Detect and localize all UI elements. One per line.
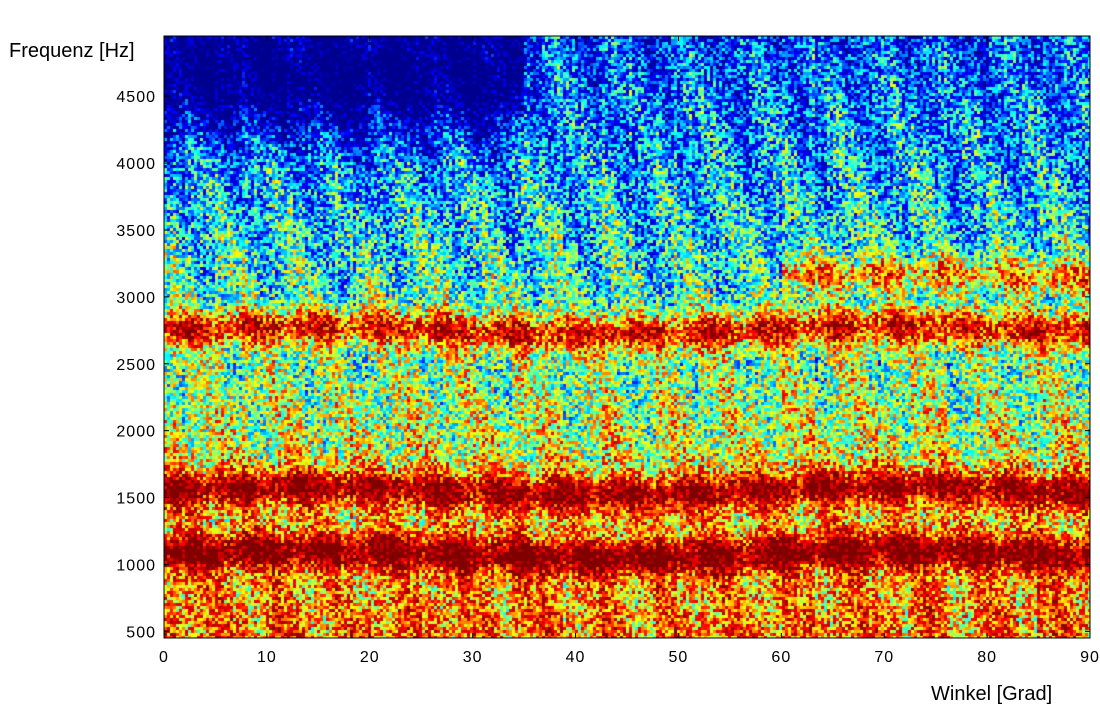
y-tick-label: 3500	[116, 223, 156, 240]
y-tick-label: 500	[126, 624, 156, 641]
x-tick-label: 70	[874, 649, 894, 666]
plot-frame	[163, 35, 1091, 639]
x-axis-title: Winkel [Grad]	[931, 683, 1053, 705]
x-tick-label: 90	[1080, 649, 1100, 666]
x-tick-label: 0	[159, 649, 169, 666]
x-tick-label: 50	[669, 649, 689, 666]
x-tick-label: 60	[771, 649, 791, 666]
x-tick-label: 40	[566, 649, 586, 666]
y-axis: 500 1000 1500 2000 2500 3000 3500 4000 4500	[116, 89, 1090, 641]
x-tick-label: 20	[360, 649, 380, 666]
x-tick-label: 10	[257, 649, 277, 666]
heatmap-image	[164, 36, 1090, 638]
y-axis-title: Frequenz [Hz]	[9, 40, 135, 62]
y-tick-label: 1000	[116, 557, 156, 574]
y-tick-label: 4000	[116, 156, 156, 173]
y-tick-label: 2500	[116, 357, 156, 374]
y-tick-label: 3000	[116, 290, 156, 307]
y-tick-label: 2000	[116, 424, 156, 441]
x-axis: 0 10 20 30 40 50 60 70 80 90	[159, 36, 1100, 666]
y-tick-label: 1500	[116, 491, 156, 508]
x-tick-label: 30	[463, 649, 483, 666]
x-tick-label: 80	[977, 649, 997, 666]
y-tick-label: 4500	[116, 89, 156, 106]
